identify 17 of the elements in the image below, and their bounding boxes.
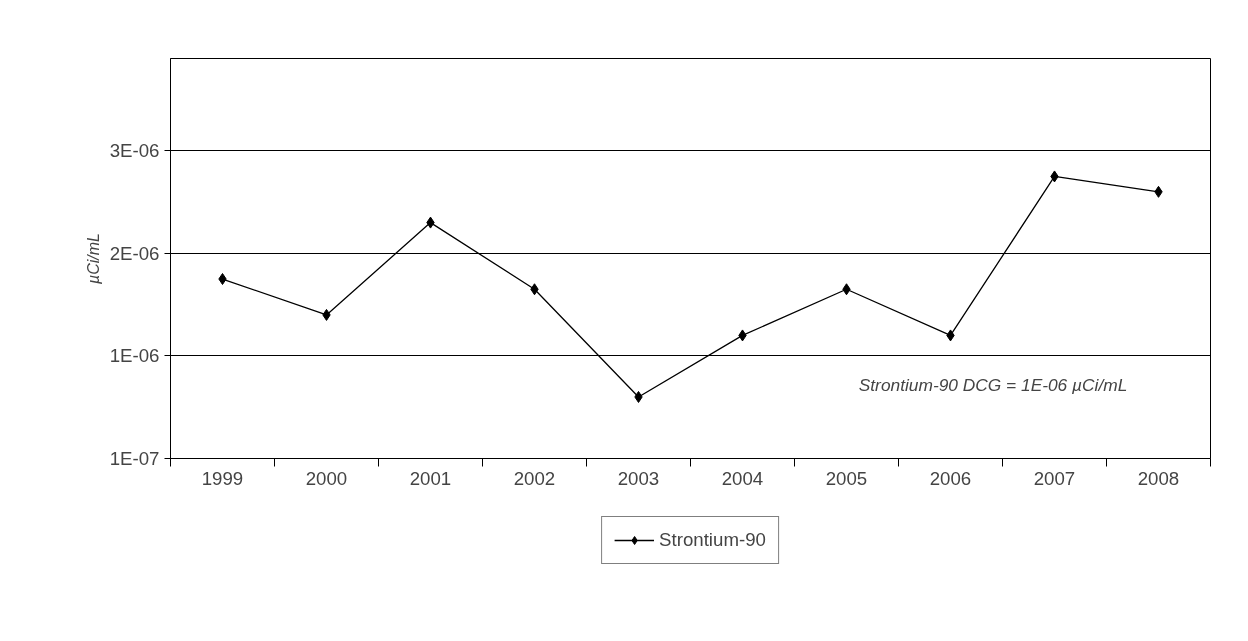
x-tick-label: 2006 xyxy=(929,467,972,489)
x-tick-label: 2001 xyxy=(409,467,452,489)
legend-label: Strontium-90 xyxy=(659,528,766,551)
y-tick-label: 1E-07 xyxy=(109,448,160,469)
x-tick-label: 1999 xyxy=(201,467,244,489)
annotation: Strontium-90 DCG = 1E-06 µCi/mL xyxy=(858,374,1128,395)
x-tick-label: 2005 xyxy=(825,467,868,489)
x-tick-label: 2002 xyxy=(513,467,556,489)
x-tick-label: 2000 xyxy=(305,467,348,489)
x-tick-label: 2008 xyxy=(1137,467,1180,489)
x-tick-label: 2003 xyxy=(617,467,660,489)
y-tick-label: 1E-06 xyxy=(109,345,160,367)
y-tick-label: 3E-06 xyxy=(109,140,160,162)
x-tick-label: 2004 xyxy=(721,467,764,489)
x-tick-label: 2007 xyxy=(1033,467,1076,489)
y-tick-label: 2E-06 xyxy=(109,242,160,264)
y-axis-title: µCi/mL xyxy=(84,233,102,285)
